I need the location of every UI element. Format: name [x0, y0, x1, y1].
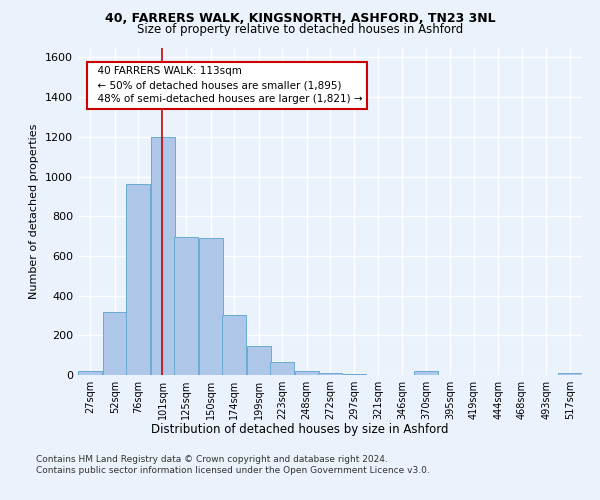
Bar [174, 237, 198, 375]
Bar [78, 371, 102, 375]
Text: Size of property relative to detached houses in Ashford: Size of property relative to detached ho… [137, 22, 463, 36]
Bar [295, 371, 319, 375]
Bar [103, 312, 127, 375]
Bar [558, 373, 582, 375]
Y-axis label: Number of detached properties: Number of detached properties [29, 124, 40, 299]
Text: Distribution of detached houses by size in Ashford: Distribution of detached houses by size … [151, 422, 449, 436]
Bar [343, 374, 367, 375]
Text: 40 FARRERS WALK: 113sqm
  ← 50% of detached houses are smaller (1,895)
  48% of : 40 FARRERS WALK: 113sqm ← 50% of detache… [91, 66, 362, 104]
Bar [247, 346, 271, 375]
Bar [199, 238, 223, 375]
Bar [126, 184, 150, 375]
Text: Contains public sector information licensed under the Open Government Licence v3: Contains public sector information licen… [36, 466, 430, 475]
Text: Contains HM Land Registry data © Crown copyright and database right 2024.: Contains HM Land Registry data © Crown c… [36, 455, 388, 464]
Bar [414, 371, 438, 375]
Text: 40, FARRERS WALK, KINGSNORTH, ASHFORD, TN23 3NL: 40, FARRERS WALK, KINGSNORTH, ASHFORD, T… [104, 12, 496, 26]
Bar [222, 316, 246, 375]
Bar [318, 373, 342, 375]
Bar [151, 137, 175, 375]
Bar [270, 362, 294, 375]
